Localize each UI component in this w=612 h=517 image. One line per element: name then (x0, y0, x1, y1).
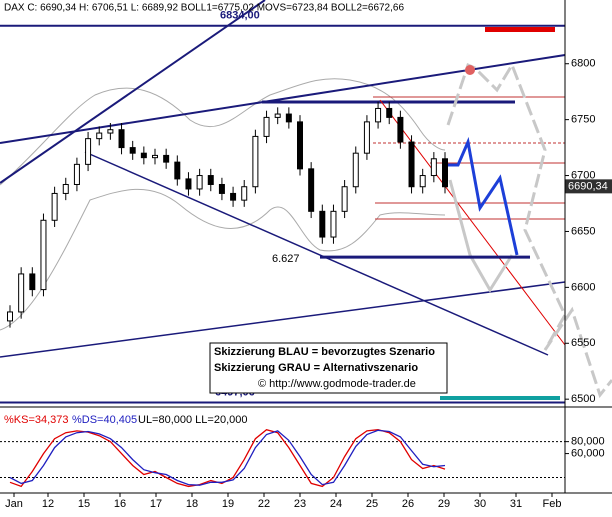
candle-body (420, 176, 425, 187)
candle-body (219, 184, 224, 193)
price-tag-label: 6690,34 (568, 180, 608, 192)
candle-body (175, 162, 180, 179)
x-tick-label: 17 (150, 498, 162, 510)
candle-body (141, 153, 146, 157)
chart-header: DAX C: 6690,34 H: 6706,51 L: 6689,92 BOL… (4, 3, 404, 14)
candle-body (443, 159, 448, 187)
candle-body (331, 211, 336, 237)
x-tick-label: 24 (330, 498, 342, 510)
target-bar (485, 27, 555, 32)
candle-body (398, 117, 403, 142)
legend-text: Skizzierung BLAU = bevorzugtes Szenario (214, 346, 435, 358)
candle-body (431, 159, 436, 176)
x-tick-label: 12 (42, 498, 54, 510)
candle-body (130, 148, 135, 154)
x-tick-label: 26 (402, 498, 414, 510)
x-tick-label: 29 (438, 498, 450, 510)
candle-body (376, 108, 381, 121)
candle-body (63, 184, 68, 193)
oscillator-header: UL=80,000 LL=20,000 (138, 414, 248, 426)
candle-body (409, 142, 414, 187)
candle-body (86, 139, 91, 165)
y-tick-label: 6800 (571, 58, 595, 70)
candle-body (320, 211, 325, 237)
candle-body (298, 122, 303, 169)
candle-body (387, 108, 392, 117)
x-tick-label: Feb (543, 498, 562, 510)
x-tick-label: 30 (474, 498, 486, 510)
candle-body (164, 155, 169, 162)
candle-body (30, 274, 35, 290)
x-tick-label: 18 (186, 498, 198, 510)
y-tick-label: 6750 (571, 114, 595, 126)
legend-box: Skizzierung BLAU = bevorzugtes Szenario … (210, 343, 447, 393)
candle-body (41, 220, 46, 289)
candle-body (197, 176, 202, 189)
oscillator-header: %DS=40,405 (72, 414, 137, 426)
x-tick-label: 31 (510, 498, 522, 510)
candle-body (353, 153, 358, 187)
candle-body (286, 114, 291, 122)
candle-body (253, 136, 258, 186)
candle-body (74, 164, 79, 184)
candle-body (153, 155, 158, 157)
legend-text: Skizzierung GRAU = Alternativszenario (214, 362, 418, 374)
y-tick-label: 6500 (571, 393, 595, 405)
x-tick-label: 15 (78, 498, 90, 510)
y-tick-label: 80,000 (571, 436, 605, 448)
target-bar (440, 396, 560, 400)
level-label: 6.627 (272, 253, 300, 265)
candle-body (275, 114, 280, 117)
candle-body (309, 169, 314, 211)
x-tick-label: 22 (258, 498, 270, 510)
x-tick-label: Jan (5, 498, 23, 510)
y-tick-label: 6650 (571, 225, 595, 237)
candle-body (108, 130, 113, 133)
candle-body (242, 187, 247, 200)
x-tick-label: 23 (294, 498, 306, 510)
candle-body (186, 179, 191, 189)
candle-body (19, 274, 24, 312)
y-tick-label: 6550 (571, 337, 595, 349)
x-tick-label: 19 (222, 498, 234, 510)
oscillator-header: %KS=34,373 (4, 414, 69, 426)
candle-body (119, 130, 124, 148)
candle-body (97, 133, 102, 139)
candle-body (8, 312, 13, 321)
y-tick-label: 6600 (571, 281, 595, 293)
marker (465, 65, 475, 75)
candle-body (264, 117, 269, 136)
candle-body (231, 193, 236, 200)
x-tick-label: 16 (114, 498, 126, 510)
x-tick-label: 25 (366, 498, 378, 510)
y-tick-label: 60,000 (571, 447, 605, 459)
legend-text: © http://www.godmode-trader.de (258, 378, 416, 390)
candle-body (364, 122, 369, 153)
candle-body (52, 193, 57, 220)
candle-body (342, 187, 347, 212)
candle-body (208, 176, 213, 185)
